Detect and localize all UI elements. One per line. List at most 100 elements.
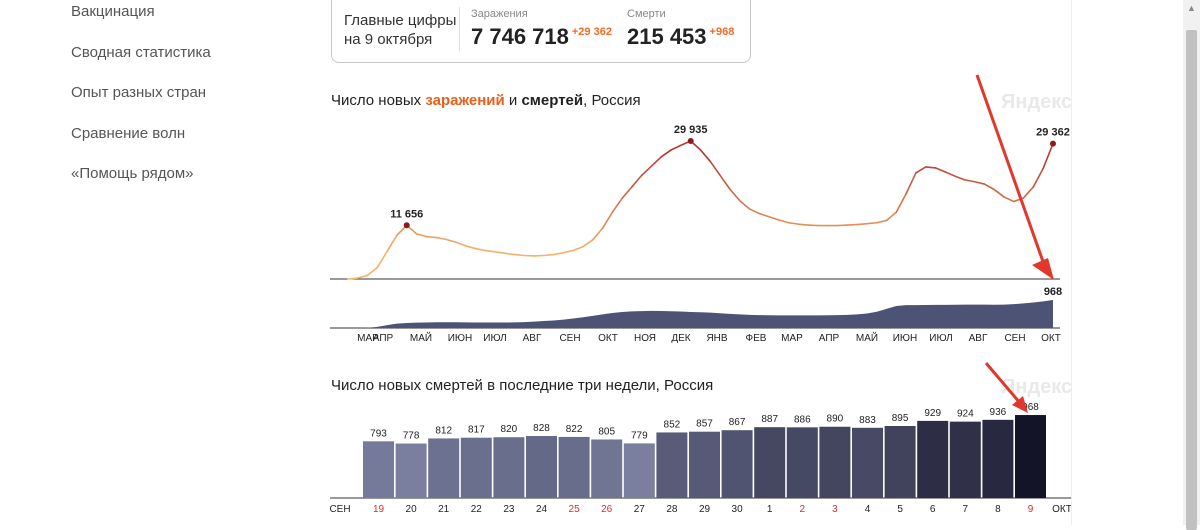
deaths-area bbox=[348, 300, 1053, 328]
infections-line-segment bbox=[769, 217, 779, 220]
infections-line-segment bbox=[563, 250, 573, 252]
infections-line-segment bbox=[857, 224, 867, 225]
infections-peak-marker bbox=[1050, 141, 1056, 147]
infections-peak-label: 11 656 bbox=[390, 208, 423, 220]
infections-peak-marker bbox=[688, 138, 694, 144]
month-tick-label: ЯНВ bbox=[706, 333, 727, 344]
day-tick-label: 9 bbox=[1028, 504, 1034, 515]
chart2-title: Число новых смертей в последние три неде… bbox=[331, 377, 713, 394]
infections-line-segment bbox=[926, 167, 936, 168]
infections-line-segment bbox=[877, 220, 887, 222]
infections-line-segment bbox=[789, 223, 799, 224]
infections-line-segment bbox=[759, 214, 769, 217]
month-tick-label: МАЙ bbox=[410, 331, 432, 344]
infections-line-segment bbox=[671, 145, 681, 150]
infections-line-segment bbox=[622, 187, 632, 199]
month-tick-label: АВГ bbox=[523, 333, 542, 344]
day-tick-label: 4 bbox=[865, 504, 871, 515]
chart1-title-prefix: Число новых bbox=[331, 92, 425, 109]
day-tick-label: 6 bbox=[930, 504, 936, 515]
death-bar bbox=[461, 438, 492, 498]
infections-stat: Заражения 7 746 718+29 362 bbox=[471, 8, 612, 50]
death-bar-value: 779 bbox=[631, 430, 648, 441]
death-bar-value: 805 bbox=[598, 426, 615, 437]
month-tick-label: ОКТ bbox=[1041, 333, 1061, 344]
day-tick-label: 1 bbox=[767, 504, 773, 515]
infections-line-segment bbox=[1004, 197, 1014, 202]
infections-line-segment bbox=[710, 161, 720, 175]
scrollbar[interactable]: ▲ bbox=[1183, 0, 1200, 525]
infections-line-segment bbox=[867, 223, 877, 224]
month-start-label: СЕН bbox=[329, 504, 350, 515]
infections-line-segment bbox=[632, 175, 642, 187]
infections-line-segment bbox=[652, 157, 662, 166]
death-bar bbox=[917, 421, 948, 498]
month-tick-label: МАР bbox=[781, 333, 803, 344]
infections-line-segment bbox=[426, 237, 436, 238]
chart1-title-suffix: , Россия bbox=[583, 92, 641, 109]
infections-line-segment bbox=[603, 212, 613, 228]
death-bar-value: 936 bbox=[990, 407, 1007, 418]
sidebar-item-summary-stats[interactable]: Сводная статистика bbox=[71, 44, 211, 61]
key-figures-title: Главные цифры bbox=[344, 11, 456, 30]
day-tick-label: 5 bbox=[897, 504, 903, 515]
death-bar bbox=[526, 436, 557, 498]
infections-line-segment bbox=[642, 166, 652, 175]
sidebar-item-countries[interactable]: Опыт разных стран bbox=[71, 84, 206, 101]
scroll-thumb[interactable] bbox=[1186, 30, 1197, 530]
death-bar-value: 793 bbox=[370, 428, 387, 439]
deaths-total: 215 453 bbox=[627, 24, 707, 49]
infections-line-segment bbox=[701, 150, 711, 162]
infections-line-segment bbox=[955, 176, 965, 180]
death-bar bbox=[852, 428, 883, 498]
death-bar bbox=[396, 444, 427, 498]
infections-line-segment bbox=[906, 173, 916, 194]
day-tick-label: 28 bbox=[666, 504, 678, 515]
death-bar-value: 867 bbox=[729, 417, 746, 428]
infections-line-segment bbox=[505, 253, 515, 254]
infections-line-segment bbox=[495, 252, 505, 253]
key-figures-label: Главные цифры на 9 октября bbox=[344, 11, 456, 49]
infections-line-segment bbox=[965, 180, 975, 182]
death-bar bbox=[363, 441, 394, 498]
infections-line-segment bbox=[573, 247, 583, 251]
death-bar-value: 817 bbox=[468, 425, 485, 436]
sidebar-item-waves[interactable]: Сравнение волн bbox=[71, 125, 185, 142]
death-bar bbox=[885, 426, 916, 498]
chart1-watermark: Яндекс bbox=[1001, 91, 1072, 114]
death-bar bbox=[1015, 415, 1046, 498]
day-tick-label: 19 bbox=[373, 504, 385, 515]
infections-line-segment bbox=[377, 251, 387, 267]
infections-line-segment bbox=[945, 172, 955, 176]
death-bar bbox=[493, 437, 524, 498]
infections-line-segment bbox=[984, 184, 994, 190]
month-tick-label: ИЮН bbox=[893, 333, 918, 344]
day-tick-label: 30 bbox=[732, 504, 744, 515]
death-bar-value: 887 bbox=[761, 414, 778, 425]
sidebar-item-vaccination[interactable]: Вакцинация bbox=[71, 3, 155, 20]
infections-line-segment bbox=[554, 253, 564, 255]
scroll-up-arrow-icon[interactable]: ▲ bbox=[1183, 0, 1200, 17]
death-bar-value: 886 bbox=[794, 414, 811, 425]
annotation-arrow-head bbox=[1032, 258, 1054, 280]
infections-peak-marker bbox=[404, 222, 410, 228]
deaths-delta: +968 bbox=[710, 26, 735, 38]
death-bar bbox=[689, 432, 720, 498]
infections-line-segment bbox=[456, 242, 466, 246]
sidebar-item-help-nearby[interactable]: «Помощь рядом» bbox=[71, 165, 194, 182]
death-bar-value: 924 bbox=[957, 409, 974, 420]
day-tick-label: 20 bbox=[406, 504, 418, 515]
infections-line-segment bbox=[358, 275, 368, 278]
infections-line-segment bbox=[544, 255, 554, 256]
death-bar bbox=[754, 427, 785, 498]
death-bar-value: 852 bbox=[664, 419, 681, 430]
death-bar-value: 820 bbox=[501, 424, 518, 435]
death-bar-value: 883 bbox=[859, 415, 876, 426]
death-bar bbox=[656, 432, 687, 498]
infections-line-segment bbox=[975, 182, 985, 184]
infections-line-segment bbox=[798, 224, 808, 225]
month-tick-label: ИЮЛ bbox=[483, 333, 506, 344]
death-bar bbox=[624, 443, 655, 498]
month-tick-label: ДЕК bbox=[671, 333, 690, 344]
death-bar-value: 929 bbox=[924, 408, 941, 419]
